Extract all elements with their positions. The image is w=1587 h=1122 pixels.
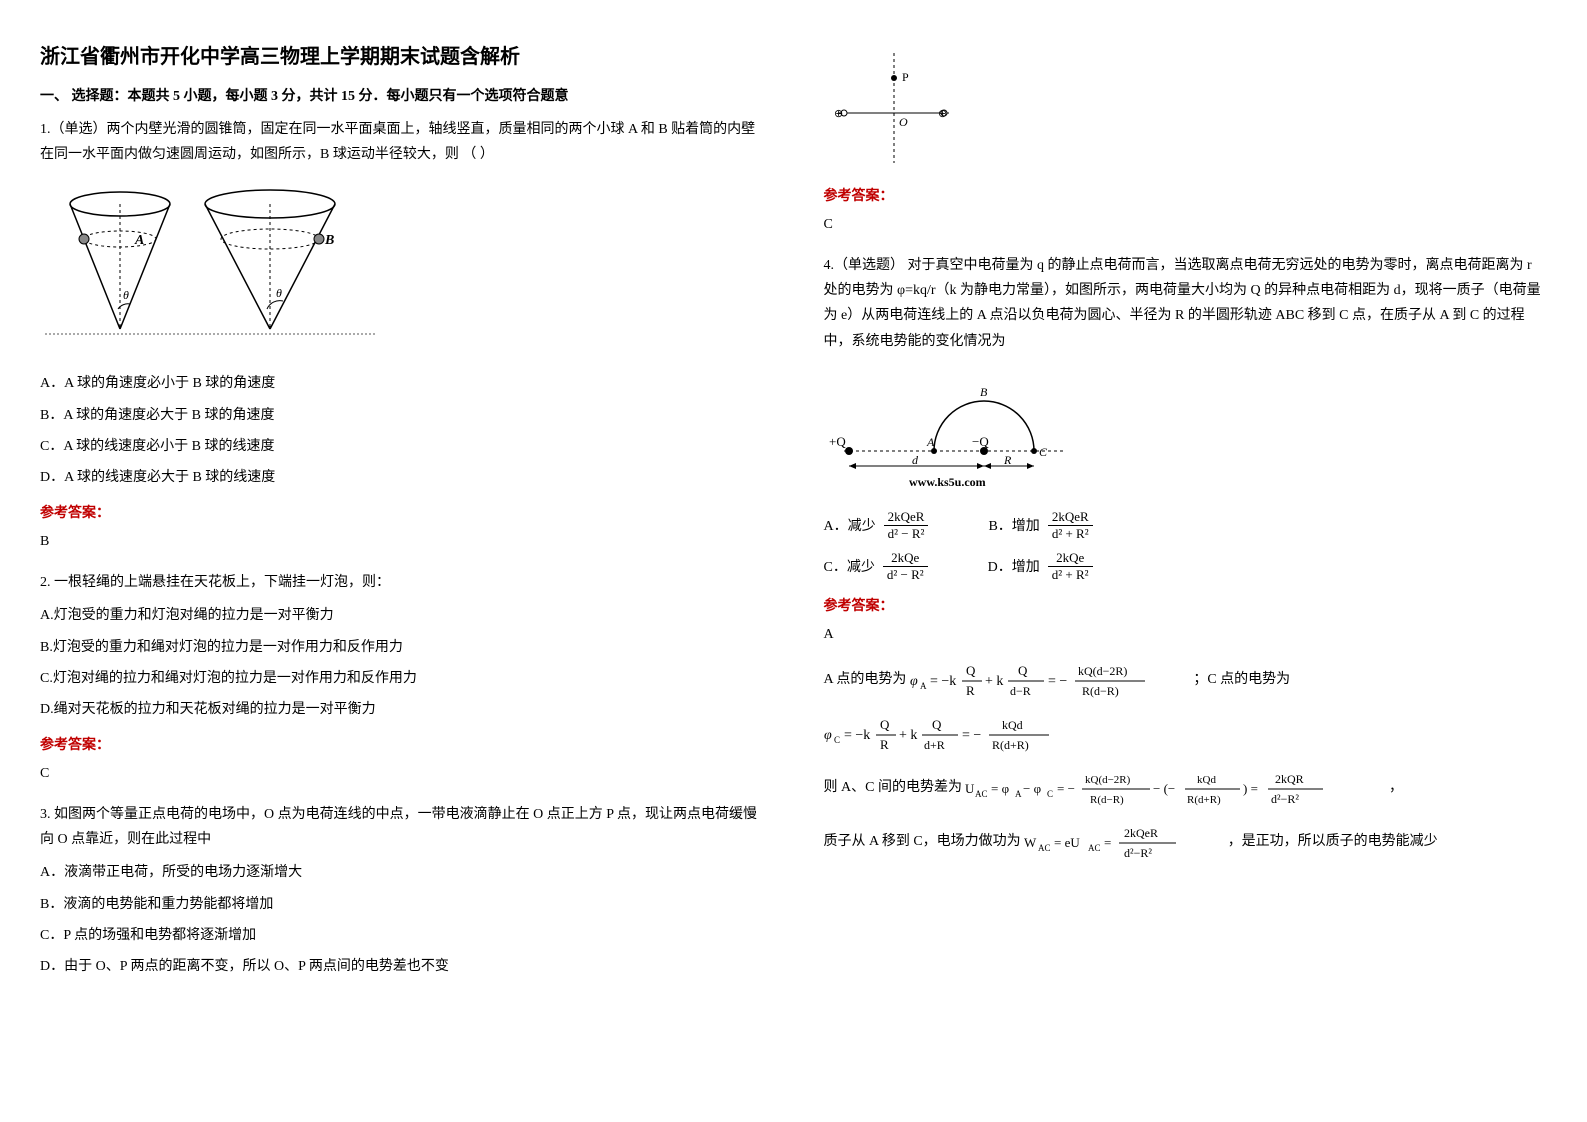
svg-text:R(d+R): R(d+R) [992, 738, 1029, 752]
q4-option-d: D．增加 2kQed² + R² [988, 550, 1093, 583]
svg-text:θ: θ [276, 286, 282, 300]
svg-text:Q: Q [932, 717, 942, 732]
svg-text:= eU: = eU [1054, 835, 1080, 850]
svg-text:kQd: kQd [1197, 774, 1216, 786]
q3-option-b: B．液滴的电势能和重力势能都将增加 [40, 892, 764, 917]
q1-stem: 1.（单选）两个内壁光滑的圆锥筒，固定在同一水平面桌面上，轴线竖直，质量相同的两… [40, 117, 764, 167]
q1-option-c: C．A 球的线速度必小于 B 球的线速度 [40, 434, 764, 459]
q4-exp-WAC: 质子从 A 移到 C，电场力做功为 WAC = eUAC = 2kQeRd²−R… [824, 821, 1548, 863]
svg-text:+ k: + k [985, 674, 1003, 689]
svg-text:− φ: − φ [1023, 781, 1041, 796]
svg-text:R(d−R): R(d−R) [1082, 684, 1119, 698]
q4-exp-UAC: 则 A、C 间的电势差为 UAC = φA − φC = − kQ(d−2R)R… [824, 767, 1548, 809]
svg-text:P: P [902, 70, 909, 84]
q4-option-a: A．减少 2kQeRd² − R² [824, 509, 929, 542]
q1-option-b: B．A 球的角速度必大于 B 球的角速度 [40, 403, 764, 428]
q2-answer-label: 参考答案： [40, 734, 764, 754]
svg-text:d²−R²: d²−R² [1124, 846, 1152, 860]
svg-text:Q: Q [880, 717, 890, 732]
svg-text:AC: AC [975, 789, 988, 799]
q1-answer-label: 参考答案： [40, 502, 764, 522]
q2-option-a: A.灯泡受的重力和灯泡对绳的拉力是一对平衡力 [40, 603, 764, 628]
svg-text:d: d [912, 453, 919, 467]
section-header: 一、 选择题：本题共 5 小题，每小题 3 分，共计 15 分．每小题只有一个选… [40, 85, 764, 105]
q2-stem: 2. 一根轻绳的上端悬挂在天花板上，下端挂一灯泡，则： [40, 570, 764, 595]
svg-text:+Q: +Q [829, 434, 846, 449]
svg-text:C: C [834, 735, 840, 745]
q4-exp-phiA: A 点的电势为 φA = −k QR + k Qd−R = − kQ(d−2R)… [824, 659, 1548, 701]
svg-text:⊕: ⊕ [938, 108, 947, 120]
svg-text:φ: φ [824, 728, 832, 743]
svg-text:θ: θ [123, 288, 129, 302]
svg-text:2kQR: 2kQR [1275, 772, 1304, 786]
svg-text:R: R [880, 737, 889, 752]
svg-text:− (−: − (− [1153, 781, 1175, 796]
q3-option-a: A．液滴带正电荷，所受的电场力逐渐增大 [40, 860, 764, 885]
q1-option-d: D．A 球的线速度必大于 B 球的线速度 [40, 465, 764, 490]
svg-text:= −k: = −k [930, 674, 956, 689]
q4-answer: A [824, 627, 1548, 643]
svg-text:AC: AC [1038, 843, 1051, 853]
svg-text:d−R: d−R [1010, 684, 1031, 698]
svg-text:= −: = − [1057, 781, 1075, 796]
svg-text:d+R: d+R [924, 738, 945, 752]
svg-text:kQd: kQd [1002, 718, 1023, 732]
svg-text:B: B [324, 233, 334, 248]
svg-text:R(d−R): R(d−R) [1090, 794, 1124, 806]
svg-text:=: = [1104, 835, 1111, 850]
q2-option-d: D.绳对天花板的拉力和天花板对绳的拉力是一对平衡力 [40, 697, 764, 722]
q2-option-c: C.灯泡对绳的拉力和绳对灯泡的拉力是一对作用力和反作用力 [40, 666, 764, 691]
q1-option-a: A．A 球的角速度必小于 B 球的角速度 [40, 371, 764, 396]
q1-figure: A θ B θ [40, 179, 764, 359]
q4-stem: 4.（单选题） 对于真空中电荷量为 q 的静止点电荷而言，当选取离点电荷无穷远处… [824, 253, 1548, 354]
q3-answer-label: 参考答案： [824, 185, 1548, 205]
q2-option-b: B.灯泡受的重力和绳对灯泡的拉力是一对作用力和反作用力 [40, 635, 764, 660]
svg-text:O: O [899, 115, 908, 129]
svg-text:kQ(d−2R): kQ(d−2R) [1078, 664, 1127, 678]
q1-answer: B [40, 534, 764, 550]
svg-text:A: A [134, 233, 144, 248]
svg-text:AC: AC [1088, 843, 1101, 853]
q3-option-d: D．由于 O、P 两点的距离不变，所以 O、P 两点间的电势差也不变 [40, 954, 764, 979]
svg-text:= −: = − [962, 728, 981, 743]
svg-text:+ k: + k [899, 728, 917, 743]
svg-text:⊕: ⊕ [834, 108, 843, 120]
svg-text:A: A [1015, 789, 1022, 799]
q3-answer: C [824, 217, 1548, 233]
svg-text:Q: Q [966, 663, 976, 678]
svg-text:B: B [980, 385, 988, 399]
svg-text:2kQeR: 2kQeR [1124, 826, 1158, 840]
svg-text:W: W [1024, 835, 1037, 850]
page-title: 浙江省衢州市开化中学高三物理上学期期末试题含解析 [40, 40, 764, 69]
q4-figure: +Q −Q A C B d R www.ks5u.com [824, 366, 1548, 501]
q3-figure: ⊕ ⊕ P O [824, 48, 1548, 173]
svg-text:R: R [966, 683, 975, 698]
svg-text:U: U [965, 781, 975, 796]
svg-text:kQ(d−2R): kQ(d−2R) [1085, 774, 1131, 786]
svg-text:A: A [920, 681, 927, 691]
q3-option-c: C．P 点的场强和电势都将逐渐增加 [40, 923, 764, 948]
svg-text:Q: Q [1018, 663, 1028, 678]
q4-url: www.ks5u.com [909, 475, 986, 489]
svg-text:C: C [1039, 445, 1048, 459]
svg-text:= −k: = −k [844, 728, 870, 743]
q4-option-c: C．减少 2kQed² − R² [824, 550, 928, 583]
q4-answer-label: 参考答案： [824, 595, 1548, 615]
q2-answer: C [40, 766, 764, 782]
svg-text:A: A [926, 435, 935, 449]
q4-exp-phiC: φC = −k QR + k Qd+R = − kQdR(d+R) [824, 713, 1548, 755]
svg-text:) =: ) = [1243, 781, 1258, 796]
svg-text:R: R [1003, 453, 1012, 467]
q4-option-b: B．增加 2kQeRd² + R² [988, 509, 1092, 542]
svg-text:= φ: = φ [991, 781, 1009, 796]
svg-text:−Q: −Q [972, 434, 989, 449]
svg-text:= −: = − [1048, 674, 1067, 689]
q3-stem: 3. 如图两个等量正点电荷的电场中，O 点为电荷连线的中点，一带电液滴静止在 O… [40, 802, 764, 852]
svg-text:d²−R²: d²−R² [1271, 792, 1299, 806]
svg-text:R(d+R): R(d+R) [1187, 794, 1221, 806]
svg-text:C: C [1047, 789, 1053, 799]
svg-text:φ: φ [910, 674, 918, 689]
